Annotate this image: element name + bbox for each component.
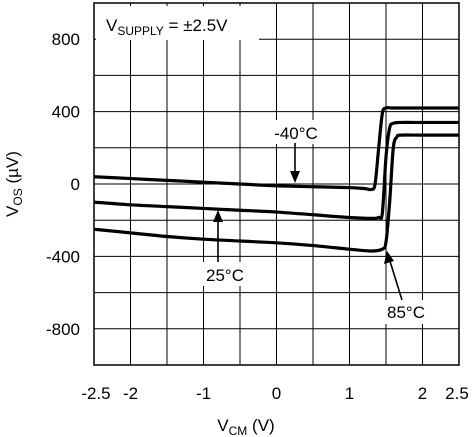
series-curves (93, 105, 459, 253)
series-line-2 (93, 133, 459, 253)
y-tick-label: 800 (52, 30, 80, 49)
y-tick-labels: 800 400 0 -400 -800 (46, 30, 80, 339)
label-25: 25°C (206, 266, 244, 285)
arrow-head-25 (213, 210, 223, 222)
supply-annotation-rest: = ±2.5V (164, 16, 228, 35)
label-bg-minus40 (268, 120, 324, 144)
label-minus40: -40°C (274, 124, 318, 143)
series-line-1 (93, 120, 459, 221)
x-tick-label: 2 (418, 384, 427, 403)
y-tick-label: -800 (46, 320, 80, 339)
y-axis-title-v: V (3, 205, 22, 217)
plot-frame (93, 2, 460, 366)
label-bg-25 (200, 262, 250, 286)
series-callouts: -40°C 25°C 85°C (200, 120, 432, 324)
supply-annotation-v: V (106, 16, 118, 35)
y-tick-label: -400 (46, 247, 80, 266)
x-tick-label: 2.5 (445, 384, 469, 403)
arrow-head-minus40 (290, 171, 300, 183)
x-tick-label: -1 (196, 384, 211, 403)
label-85: 85°C (387, 303, 425, 322)
x-axis-title: VCM (V) (217, 416, 274, 437)
grid (94, 3, 459, 365)
y-axis-title-sub: OS (11, 188, 25, 205)
x-tick-label: -2 (123, 384, 138, 403)
x-axis-title-sub: CM (229, 424, 248, 437)
x-tick-label: -2.5 (81, 384, 110, 403)
y-tick-label: 0 (71, 175, 80, 194)
supply-annotation-sub: SUPPLY (117, 24, 163, 38)
supply-annotation-box (96, 6, 259, 40)
x-tick-label: 1 (345, 384, 354, 403)
x-tick-labels: -2.5 -2 -1 0 1 2 2.5 (81, 384, 468, 403)
arrow-head-85 (384, 251, 394, 264)
x-tick-label: 0 (272, 384, 281, 403)
supply-annotation: VSUPPLY = ±2.5V (106, 16, 228, 38)
y-axis-title: VOS (µV) (3, 151, 25, 217)
arrow-line-85 (388, 257, 403, 301)
x-axis-title-v: V (217, 416, 229, 435)
label-bg-85 (380, 300, 432, 324)
series-line-0 (93, 105, 459, 192)
y-tick-label: 400 (52, 103, 80, 122)
x-axis-title-rest: (V) (247, 416, 274, 435)
y-axis-title-rest: (µV) (3, 151, 22, 188)
